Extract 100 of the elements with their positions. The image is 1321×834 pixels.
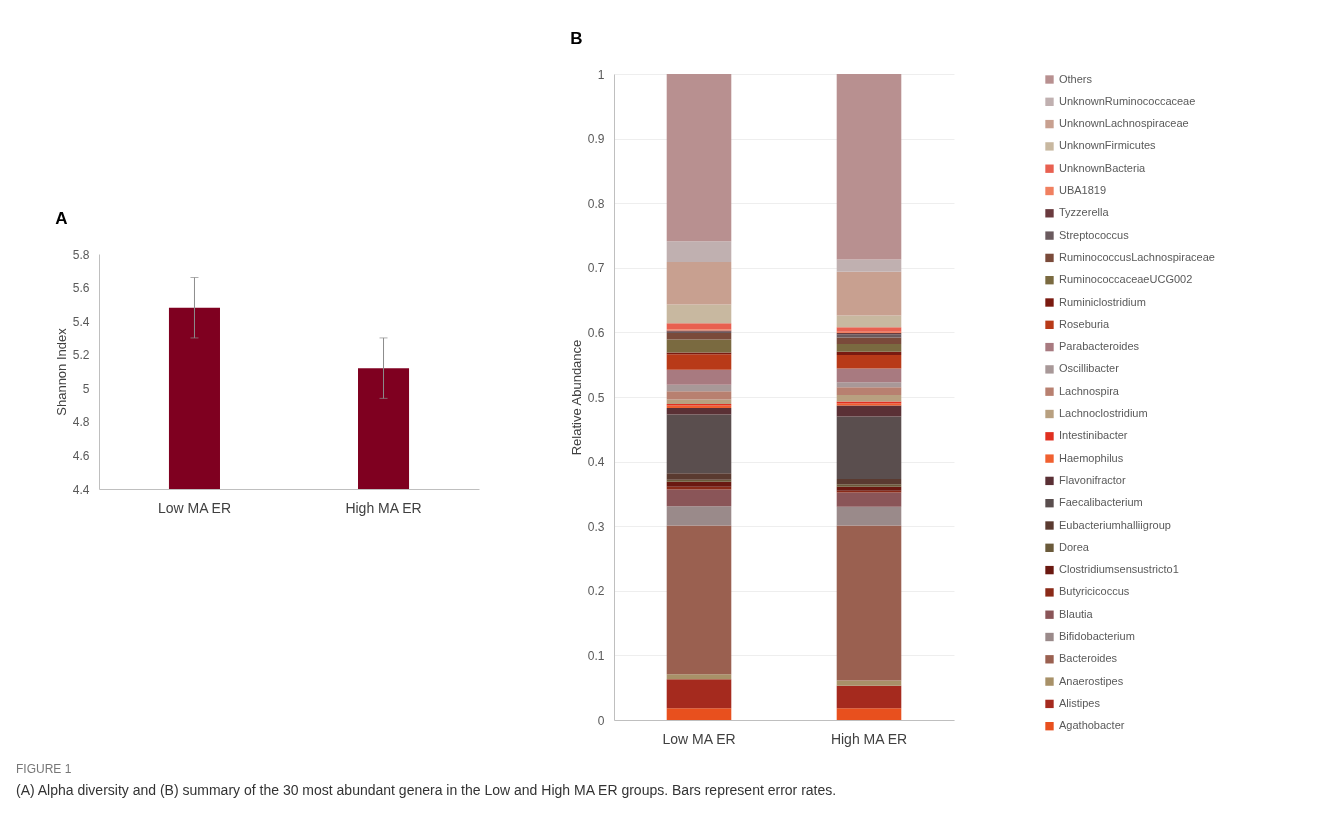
legend-label: Eubacteriumhalliigroup [1059,518,1171,531]
bar [666,391,732,400]
bar [836,351,902,356]
bar [666,407,732,415]
chart-title: B [570,29,583,48]
x-tick-label: High MA ER [830,730,908,747]
caption: FIGURE 1 [16,762,73,776]
bar [836,315,902,328]
y-tick-label: 0.5 [587,390,605,405]
legend-label: Flavonifractor [1059,473,1126,486]
bar [836,259,902,272]
y-axis-title: Shannon Index [53,327,69,416]
bar [666,525,732,675]
bar [836,484,902,487]
y-tick-label: 0.2 [587,584,605,599]
legend-label: Agathobacter [1059,719,1125,732]
y-tick-label: 0.4 [587,455,605,470]
bar [836,271,902,316]
legend-label: Streptococcus [1059,228,1130,241]
bar [666,339,732,353]
bar [666,414,732,474]
bar [836,355,902,369]
bar [666,674,732,680]
bar [666,304,732,324]
bar [836,344,902,352]
legend-label: UnknownFirmicutes [1059,139,1157,152]
bar [666,708,732,720]
y-tick-label: 0.6 [587,325,605,340]
x-tick-label: High MA ER [345,499,422,516]
y-tick-label: 4.8 [72,415,90,430]
bar [836,387,902,396]
legend-label: Anaerostipes [1059,674,1124,687]
bar [836,416,902,480]
legend-label: UBA1819 [1059,184,1107,196]
bar [666,489,732,507]
legend-label: Butyricicoccus [1059,585,1130,598]
legend-label: Intestinibacter [1059,429,1128,442]
legend-label: Faecalibacterium [1059,496,1143,509]
y-tick-label: 1 [597,67,605,82]
legend-label: UnknownLachnospiraceae [1059,117,1189,130]
legend-label: Haemophilus [1059,451,1124,464]
bar [836,405,902,417]
bar [666,323,732,330]
legend-label: Bifidobacterium [1059,630,1135,642]
bar [666,241,732,262]
bar [666,473,732,480]
bar [836,680,902,686]
bar [836,708,902,720]
x-tick-label: Low MA ER [662,730,736,747]
y-tick-label: 5.6 [72,281,90,296]
y-tick-label: 0.9 [587,132,605,147]
bar [836,337,902,345]
legend-label: Bacteroides [1059,652,1118,665]
bar [836,382,902,388]
bar [836,486,902,491]
bar [836,479,902,485]
y-tick-label: 5.2 [72,348,90,363]
bar [666,679,732,709]
bar [666,74,732,242]
bar [836,492,902,507]
y-tick-label: 0.8 [587,196,605,211]
legend-label: RuminococcaceaeUCG002 [1059,273,1193,286]
y-tick-label: 0 [597,713,605,728]
bar [666,261,732,305]
y-tick-label: 0.3 [587,519,605,534]
bar [836,525,902,681]
legend-label: RuminococcusLachnospiraceae [1059,250,1215,263]
legend-label: UnknownRuminococcaceae [1059,94,1196,107]
legend-label: Parabacteroides [1059,340,1140,353]
legend-label: Blautia [1059,607,1094,620]
bar [666,354,732,370]
y-tick-label: 5 [82,381,90,396]
legend-label: Clostridiumsensustricto1 [1059,563,1179,576]
bar [836,368,902,383]
bar [666,369,732,385]
x-tick-label: Low MA ER [157,499,232,516]
y-tick-label: 0.1 [587,648,605,663]
legend-label: Dorea [1059,540,1090,553]
y-tick-label: 0.7 [587,261,605,276]
legend-label: Lachnoclostridium [1059,407,1148,419]
y-axis-title: Relative Abundance [568,339,584,456]
bar [836,685,902,709]
bar [836,506,902,526]
bar [836,74,902,260]
y-tick-label: 4.4 [72,482,90,497]
legend-label: Roseburia [1059,317,1111,330]
chart-title: A [55,209,68,228]
legend-label: Alistipes [1059,696,1101,709]
legend-label: Oscillibacter [1059,362,1120,375]
y-tick-label: 4.6 [72,448,90,463]
legend-label: Others [1059,72,1093,85]
bar [666,481,732,487]
text: (A) Alpha diversity and (B) summary of the 30 most abundant genera in the Low and High MA ER groups. Bars represent error rates. [16,782,838,798]
y-tick-label: 5.8 [72,247,90,262]
y-tick-label: 5.4 [72,314,90,329]
bar [666,506,732,526]
bar [836,395,902,402]
bar [666,384,732,392]
legend-label: Ruminiclostridium [1059,295,1146,308]
legend-label: Tyzzerella [1059,206,1110,219]
